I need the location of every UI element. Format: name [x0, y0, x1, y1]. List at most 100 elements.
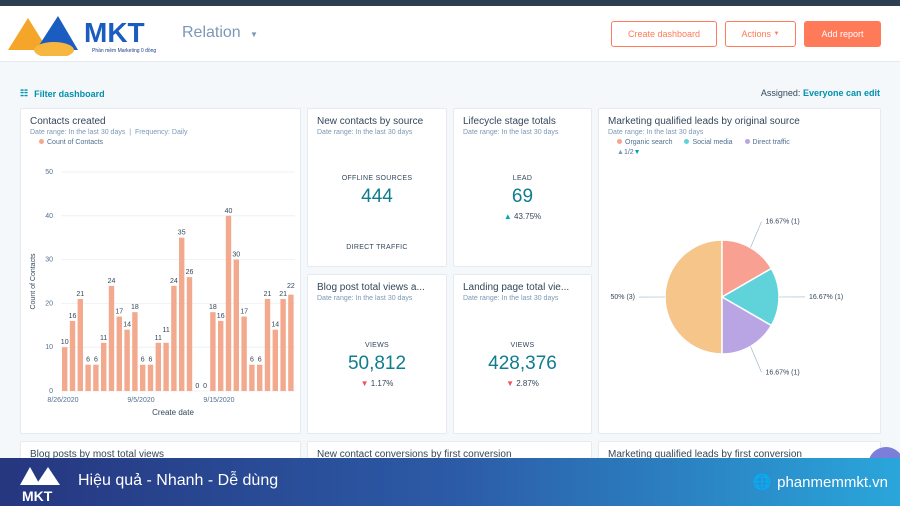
bar — [69, 320, 76, 391]
pie-chart: 50% (3) 16.67% (1) 16.67% (1) 16.67% (1) — [610, 219, 843, 377]
bar-value-label: 6 — [94, 357, 98, 364]
bar — [124, 329, 130, 391]
pie-leader-line — [750, 221, 762, 248]
bar — [179, 237, 185, 391]
bar — [280, 299, 286, 391]
pie-label: 50% (3) — [610, 294, 635, 301]
bar-value-label: 24 — [170, 278, 178, 285]
bar — [77, 299, 83, 391]
actions-button[interactable]: Actions ▼ — [725, 21, 796, 47]
bar-value-label: 24 — [108, 278, 116, 285]
bar-value-label: 14 — [123, 322, 131, 329]
actions-label: Actions — [741, 29, 772, 39]
pie-leader-line — [750, 346, 762, 373]
bar — [249, 364, 255, 391]
create-dashboard-button[interactable]: Create dashboard — [611, 21, 717, 47]
bar — [140, 364, 146, 391]
website-link[interactable]: 🌐 phanmemmkt.vn — [752, 473, 888, 492]
bar-value-label: 11 — [162, 327, 169, 334]
svg-text:MKT: MKT — [22, 488, 53, 504]
card-title: Marketing qualified leads by original so… — [608, 116, 800, 127]
pie-label: 16.67% (1) — [809, 294, 843, 301]
date-range: Date range: In the last 30 days — [463, 295, 559, 302]
bar-value-label: 6 — [149, 357, 153, 364]
arrow-up-icon: ▲ — [503, 212, 512, 221]
arrow-down-icon: ▼ — [360, 379, 369, 388]
bar — [186, 277, 193, 391]
bar-value-label: 10 — [61, 339, 69, 346]
svg-text:MKT: MKT — [84, 17, 145, 48]
bar-value-label: 16 — [217, 313, 225, 320]
frequency: Frequency: Daily — [134, 129, 188, 136]
bar — [62, 347, 68, 391]
bar-value-label: 14 — [271, 322, 279, 329]
bar-value-label: 21 — [279, 291, 287, 298]
bar-value-label: 30 — [232, 252, 240, 259]
chevron-down-icon[interactable]: ▼ — [250, 30, 258, 39]
bar — [210, 312, 216, 391]
x-tick-label: 9/15/2020 — [203, 397, 234, 404]
top-strip — [0, 0, 900, 6]
globe-icon: 🌐 — [752, 474, 772, 491]
arrow-down-icon: ▼ — [633, 149, 641, 156]
y-tick-label: 40 — [45, 213, 53, 220]
bar-value-label: 6 — [258, 357, 262, 364]
legend-item: Count of Contacts — [39, 139, 103, 146]
filter-icon: ☷ — [20, 88, 29, 98]
x-axis-label: Create date — [152, 408, 194, 417]
kpi-label: VIEWS — [364, 342, 390, 349]
bar — [101, 342, 107, 391]
pie-slice — [720, 267, 780, 327]
legend-item[interactable]: Direct traffic — [744, 139, 790, 146]
legend-pager[interactable]: ▲1/2▼ — [617, 149, 641, 156]
svg-text:Phần mềm Marketing 0 đồng: Phần mềm Marketing 0 đồng — [92, 48, 156, 54]
pie-label: 16.67% (1) — [766, 369, 800, 376]
bar-value-label: 18 — [131, 304, 139, 311]
kpi-label: VIEWS — [510, 342, 535, 349]
legend-item[interactable]: Organic search — [617, 139, 672, 146]
kpi-value: 428,376 — [488, 353, 557, 374]
card-title: Contacts created — [30, 116, 106, 127]
header: MKT Phần mềm Marketing 0 đồng Relation ▼… — [0, 6, 900, 62]
card-title: Lifecycle stage totals — [463, 116, 556, 127]
bar-value-label: 35 — [178, 230, 186, 237]
y-tick-label: 20 — [45, 300, 53, 307]
bar — [264, 299, 271, 391]
promo-banner: MKT Hiệu quả - Nhanh - Dễ dùng 🌐 phanmemm… — [0, 458, 900, 506]
bar — [132, 312, 138, 391]
filter-label: Filter dashboard — [34, 88, 105, 99]
bar-value-label: 22 — [287, 283, 295, 290]
y-axis-label: Count of Contacts — [30, 253, 37, 310]
pie-slice — [721, 295, 773, 355]
bar-value-label: 0 — [195, 383, 199, 390]
new-contacts-card: New contacts by source Date range: In th… — [307, 108, 447, 267]
dashboard-name[interactable]: Relation — [182, 24, 241, 41]
mql-source-card: Marketing qualified leads by original so… — [598, 108, 881, 434]
add-report-button[interactable]: Add report — [804, 21, 881, 47]
bar-value-label: 6 — [86, 357, 90, 364]
bar-value-label: 6 — [250, 357, 254, 364]
filter-dashboard-button[interactable]: ☷ Filter dashboard — [20, 88, 105, 99]
lifecycle-card: Lifecycle stage totals Date range: In th… — [453, 108, 592, 267]
mkt-banner-logo: MKT — [20, 467, 60, 504]
kpi-label: LEAD — [512, 175, 533, 182]
card-title: New contacts by source — [317, 116, 424, 127]
kpi-value: 69 — [511, 186, 534, 207]
bar-value-label: 21 — [264, 291, 272, 298]
bar — [288, 294, 294, 391]
assigned-value[interactable]: Everyone can edit — [802, 88, 880, 98]
legend-item[interactable]: Social media — [684, 139, 733, 146]
y-tick-label: 10 — [45, 344, 53, 351]
bar — [163, 342, 169, 391]
kpi-change: 43.75% — [514, 212, 542, 221]
bar — [225, 215, 232, 391]
x-tick-label: 9/5/2020 — [127, 397, 154, 404]
bar — [272, 329, 278, 391]
x-tick-label: 8/26/2020 — [47, 397, 78, 404]
assigned-label: Assigned: — [760, 88, 801, 98]
card-title: Blog post total views a... — [317, 282, 425, 293]
caret-down-icon: ▼ — [773, 31, 780, 37]
blog-views-card: Blog post total views a... Date range: I… — [307, 274, 447, 434]
assigned: Assigned: Everyone can edit — [761, 88, 880, 98]
